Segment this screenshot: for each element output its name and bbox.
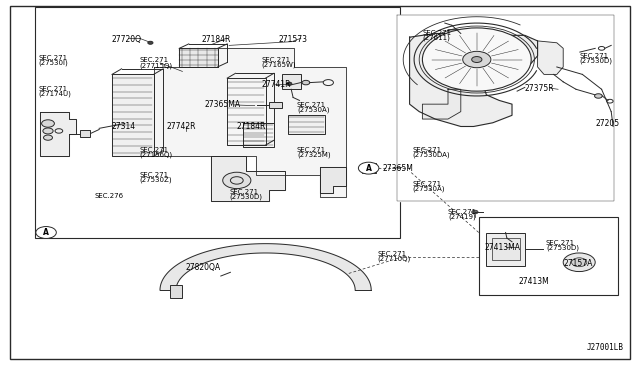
Bar — [80, 130, 90, 137]
Text: (27174U): (27174U) — [38, 90, 71, 97]
Polygon shape — [320, 167, 346, 193]
Circle shape — [472, 57, 482, 62]
Bar — [479, 217, 618, 295]
Text: (27710Q): (27710Q) — [378, 256, 411, 262]
Text: A: A — [43, 228, 49, 237]
Text: (27325M): (27325M) — [297, 151, 331, 158]
Circle shape — [422, 28, 531, 91]
Text: 27742R: 27742R — [166, 122, 196, 131]
Polygon shape — [40, 112, 76, 156]
Circle shape — [36, 227, 56, 238]
Polygon shape — [154, 48, 346, 197]
Text: SEC.271: SEC.271 — [38, 55, 68, 61]
Text: 27741R: 27741R — [261, 80, 291, 89]
Text: SEC.271: SEC.271 — [140, 147, 169, 153]
Text: (27530D): (27530D) — [546, 244, 579, 251]
Circle shape — [287, 82, 292, 85]
Text: 27720Q: 27720Q — [112, 35, 142, 44]
Text: (27530Z): (27530Z) — [140, 177, 172, 183]
Bar — [486, 232, 525, 266]
Circle shape — [302, 80, 310, 85]
Circle shape — [358, 162, 379, 174]
Polygon shape — [243, 123, 274, 147]
Text: SEC.271: SEC.271 — [579, 53, 609, 59]
Circle shape — [223, 172, 251, 189]
Text: SEC.276: SEC.276 — [95, 193, 124, 199]
Circle shape — [43, 128, 53, 134]
Text: 27184R: 27184R — [202, 35, 231, 44]
Circle shape — [148, 41, 153, 44]
Polygon shape — [410, 30, 538, 126]
Text: SEC.271: SEC.271 — [378, 251, 407, 257]
Bar — [269, 102, 282, 108]
Text: SEC.271: SEC.271 — [38, 86, 68, 92]
Polygon shape — [179, 48, 218, 67]
Text: (27530I): (27530I) — [38, 60, 68, 66]
Text: (27530A): (27530A) — [413, 186, 445, 192]
Text: J27001LB: J27001LB — [587, 343, 624, 352]
Text: SEC.271: SEC.271 — [140, 57, 169, 63]
Text: 27365MA: 27365MA — [205, 100, 241, 109]
Text: SEC.271: SEC.271 — [448, 209, 477, 215]
Text: 27413M: 27413M — [518, 277, 549, 286]
Bar — [288, 115, 325, 134]
Text: SEC.271: SEC.271 — [261, 57, 291, 62]
Text: 27820QA: 27820QA — [186, 263, 221, 272]
Circle shape — [472, 210, 478, 214]
Polygon shape — [112, 74, 154, 156]
Text: (27156Q): (27156Q) — [140, 151, 173, 158]
Text: 27365M: 27365M — [383, 164, 413, 173]
Circle shape — [463, 51, 491, 68]
Text: SEC.271: SEC.271 — [297, 147, 326, 153]
Text: (27530DA): (27530DA) — [413, 151, 451, 158]
Polygon shape — [227, 78, 266, 145]
Circle shape — [572, 258, 587, 267]
Text: (27715Q): (27715Q) — [140, 62, 173, 69]
Text: SEC.271: SEC.271 — [422, 30, 452, 36]
Bar — [282, 74, 301, 89]
Text: 27314: 27314 — [112, 122, 136, 131]
Circle shape — [563, 253, 595, 272]
Text: SEC.271: SEC.271 — [297, 102, 326, 108]
Text: A: A — [365, 164, 372, 173]
Bar — [170, 285, 182, 298]
Polygon shape — [211, 156, 285, 201]
Text: 27413MA: 27413MA — [484, 243, 520, 252]
Polygon shape — [160, 244, 371, 290]
Text: (27530D): (27530D) — [579, 58, 612, 64]
Circle shape — [44, 135, 52, 140]
Text: 27184R: 27184R — [237, 122, 266, 131]
Bar — [362, 163, 376, 173]
Polygon shape — [397, 15, 614, 201]
Polygon shape — [422, 89, 461, 119]
Text: SEC.271: SEC.271 — [413, 147, 442, 153]
Circle shape — [595, 94, 602, 98]
Bar — [492, 238, 520, 260]
Text: SEC.271: SEC.271 — [229, 189, 259, 195]
Text: (27530D): (27530D) — [229, 194, 262, 201]
Bar — [35, 7, 400, 238]
Text: 27375R: 27375R — [525, 84, 554, 93]
Circle shape — [42, 120, 54, 127]
Text: 27205: 27205 — [595, 119, 620, 128]
Text: SEC.271: SEC.271 — [413, 181, 442, 187]
Text: 27157A: 27157A — [563, 259, 593, 268]
Polygon shape — [538, 41, 563, 74]
Text: (27165W): (27165W) — [261, 61, 296, 68]
Text: (27611): (27611) — [422, 35, 451, 41]
Text: SEC.271: SEC.271 — [546, 240, 575, 246]
Text: (27530A): (27530A) — [297, 107, 330, 113]
Text: SEC.271: SEC.271 — [140, 172, 169, 178]
Text: 271573: 271573 — [278, 35, 307, 44]
Text: (27419): (27419) — [448, 214, 476, 221]
